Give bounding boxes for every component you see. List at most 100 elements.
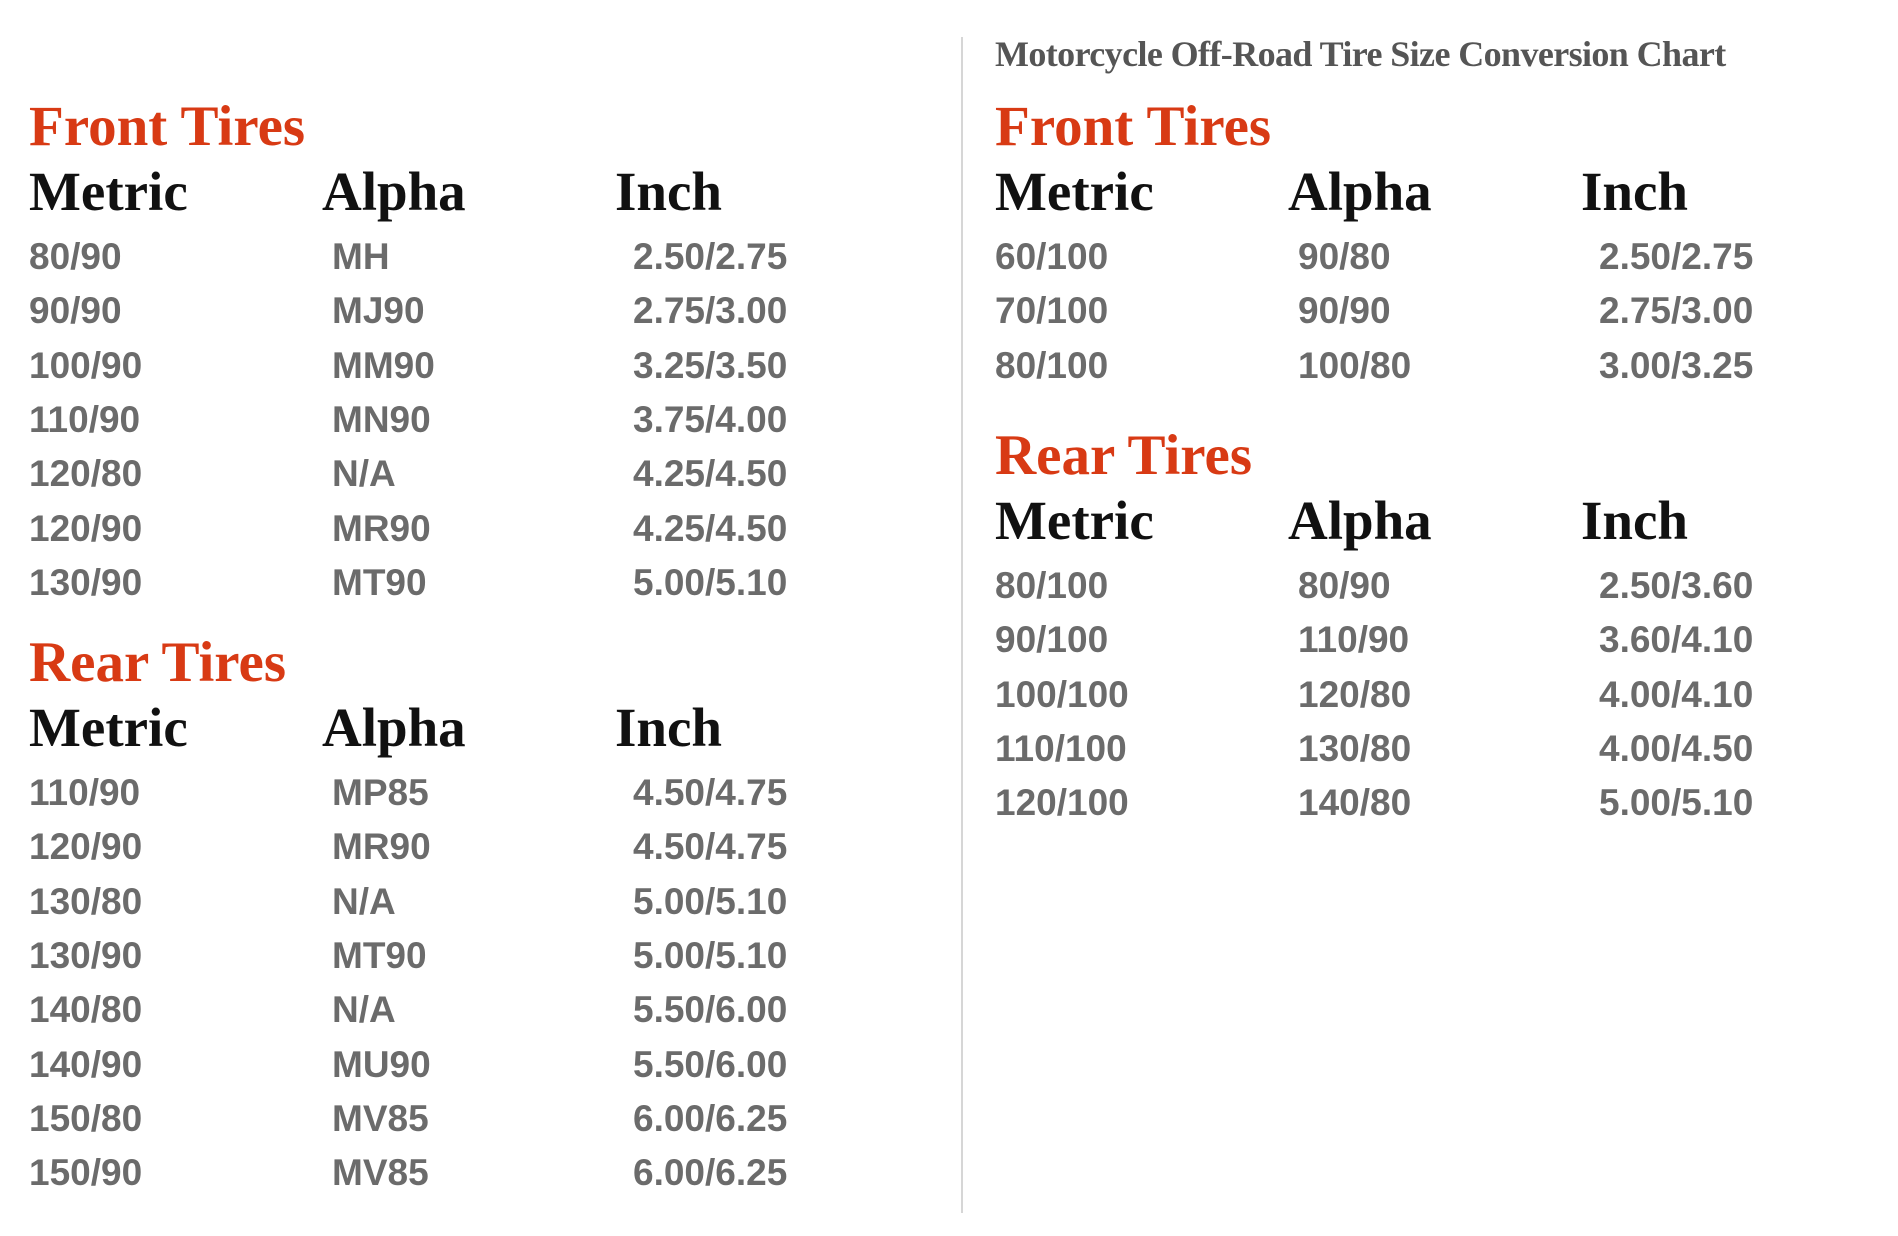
table-row: 130/90 MT90 5.00/5.10 [29, 556, 929, 610]
cell-inch: 2.50/2.75 [633, 236, 788, 277]
cell-inch: 4.00/4.50 [1599, 727, 1754, 769]
cell-inch: 3.25/3.50 [633, 344, 788, 386]
cell-metric: 110/100 [995, 727, 1127, 769]
cell-metric: 80/90 [29, 236, 122, 277]
cell-inch: 4.50/4.75 [633, 826, 788, 868]
table-row: 80/100 100/80 3.00/3.25 [995, 339, 1895, 393]
cell-alpha: 90/80 [1298, 236, 1391, 277]
cell-metric: 80/100 [995, 565, 1109, 606]
cell-inch: 5.00/5.10 [633, 561, 788, 603]
cell-alpha: MV85 [332, 1152, 429, 1194]
section-heading: Front Tires [995, 95, 1272, 158]
cell-alpha: MM90 [332, 344, 435, 386]
chart-title: Motorcycle Off-Road Tire Size Conversion… [995, 34, 1726, 74]
cell-alpha: 130/80 [1298, 727, 1412, 769]
section-heading: Front Tires [29, 95, 306, 158]
cell-metric: 130/80 [29, 880, 143, 922]
cell-inch: 4.25/4.50 [633, 507, 788, 549]
cell-alpha: 80/90 [1298, 565, 1391, 606]
cell-inch: 4.00/4.10 [1599, 673, 1754, 715]
column-header-alpha: Alpha [1288, 490, 1432, 551]
cell-alpha: 100/80 [1298, 344, 1412, 386]
table-row: 60/100 90/80 2.50/2.75 [995, 230, 1895, 284]
table-row: 70/100 90/90 2.75/3.00 [995, 284, 1895, 338]
column-header-alpha: Alpha [322, 697, 466, 758]
column-header-metric: Metric [995, 490, 1154, 551]
table-row: 150/90 MV85 6.00/6.25 [29, 1146, 929, 1200]
column-header-row: Metric Alpha Inch [29, 698, 929, 758]
table-row: 120/100 140/80 5.00/5.10 [995, 776, 1895, 830]
cell-inch: 4.25/4.50 [633, 453, 788, 495]
table-row: 100/90 MM90 3.25/3.50 [29, 339, 929, 393]
cell-inch: 2.75/3.00 [1599, 290, 1754, 332]
cell-metric: 60/100 [995, 236, 1109, 277]
cell-inch: 6.00/6.25 [633, 1097, 788, 1139]
cell-metric: 120/90 [29, 826, 143, 868]
table-row: 120/90 MR90 4.25/4.50 [29, 502, 929, 556]
cell-metric: 140/80 [29, 989, 143, 1031]
column-header-inch: Inch [615, 161, 722, 222]
cell-alpha: 90/90 [1298, 290, 1391, 332]
cell-alpha: MR90 [332, 507, 431, 549]
cell-metric: 140/90 [29, 1043, 143, 1085]
cell-alpha: MV85 [332, 1097, 429, 1139]
cell-alpha: MN90 [332, 398, 431, 440]
cell-inch: 5.00/5.10 [633, 934, 788, 976]
cell-alpha: N/A [332, 880, 396, 922]
cell-inch: 3.00/3.25 [1599, 344, 1754, 386]
cell-metric: 100/90 [29, 344, 143, 386]
cell-metric: 100/100 [995, 673, 1129, 715]
column-header-inch: Inch [1581, 161, 1688, 222]
column-header-alpha: Alpha [1288, 161, 1432, 222]
column-header-metric: Metric [995, 161, 1154, 222]
cell-alpha: 110/90 [1298, 619, 1410, 661]
table-row: 90/100 110/90 3.60/4.10 [995, 613, 1895, 667]
cell-metric: 130/90 [29, 561, 143, 603]
table-row: 140/80 N/A 5.50/6.00 [29, 983, 929, 1037]
cell-inch: 2.50/2.75 [1599, 236, 1754, 277]
cell-metric: 120/80 [29, 453, 143, 495]
cell-alpha: MR90 [332, 826, 431, 868]
column-header-row: Metric Alpha Inch [995, 162, 1895, 222]
column-header-inch: Inch [1581, 490, 1688, 551]
cell-alpha: MU90 [332, 1043, 431, 1085]
cell-alpha: MT90 [332, 934, 427, 976]
table-row: 130/90 MT90 5.00/5.10 [29, 929, 929, 983]
cell-metric: 90/100 [995, 619, 1109, 661]
cell-inch: 2.75/3.00 [633, 290, 788, 332]
column-header-metric: Metric [29, 161, 188, 222]
table-row: 80/90 MH 2.50/2.75 [29, 230, 929, 284]
cell-alpha: MH [332, 236, 390, 277]
cell-inch: 3.75/4.00 [633, 398, 788, 440]
table-row: 110/90 MP85 4.50/4.75 [29, 766, 929, 820]
cell-metric: 150/80 [29, 1097, 143, 1139]
cell-alpha: 140/80 [1298, 782, 1412, 824]
table-row: 140/90 MU90 5.50/6.00 [29, 1038, 929, 1092]
cell-metric: 120/100 [995, 782, 1129, 824]
table-row: 120/90 MR90 4.50/4.75 [29, 820, 929, 874]
cell-alpha: N/A [332, 989, 396, 1031]
cell-inch: 3.60/4.10 [1599, 619, 1754, 661]
cell-metric: 70/100 [995, 290, 1109, 332]
cell-inch: 4.50/4.75 [633, 772, 788, 813]
column-header-row: Metric Alpha Inch [29, 162, 929, 222]
table-row: 150/80 MV85 6.00/6.25 [29, 1092, 929, 1146]
section-heading: Rear Tires [29, 631, 287, 694]
column-header-row: Metric Alpha Inch [995, 491, 1895, 551]
cell-metric: 120/90 [29, 507, 143, 549]
cell-alpha: MP85 [332, 772, 429, 813]
cell-inch: 5.50/6.00 [633, 1043, 788, 1085]
table-row: 130/80 N/A 5.00/5.10 [29, 875, 929, 929]
cell-metric: 110/90 [29, 398, 141, 440]
cell-inch: 5.00/5.10 [633, 880, 788, 922]
column-divider [961, 37, 963, 1213]
table-row: 90/90 MJ90 2.75/3.00 [29, 284, 929, 338]
column-header-metric: Metric [29, 697, 188, 758]
cell-alpha: N/A [332, 453, 396, 495]
table-row: 110/100 130/80 4.00/4.50 [995, 722, 1895, 776]
cell-inch: 5.00/5.10 [1599, 782, 1754, 824]
cell-metric: 90/90 [29, 290, 122, 332]
table-row: 80/100 80/90 2.50/3.60 [995, 559, 1895, 613]
section-heading: Rear Tires [995, 424, 1253, 487]
column-header-alpha: Alpha [322, 161, 466, 222]
